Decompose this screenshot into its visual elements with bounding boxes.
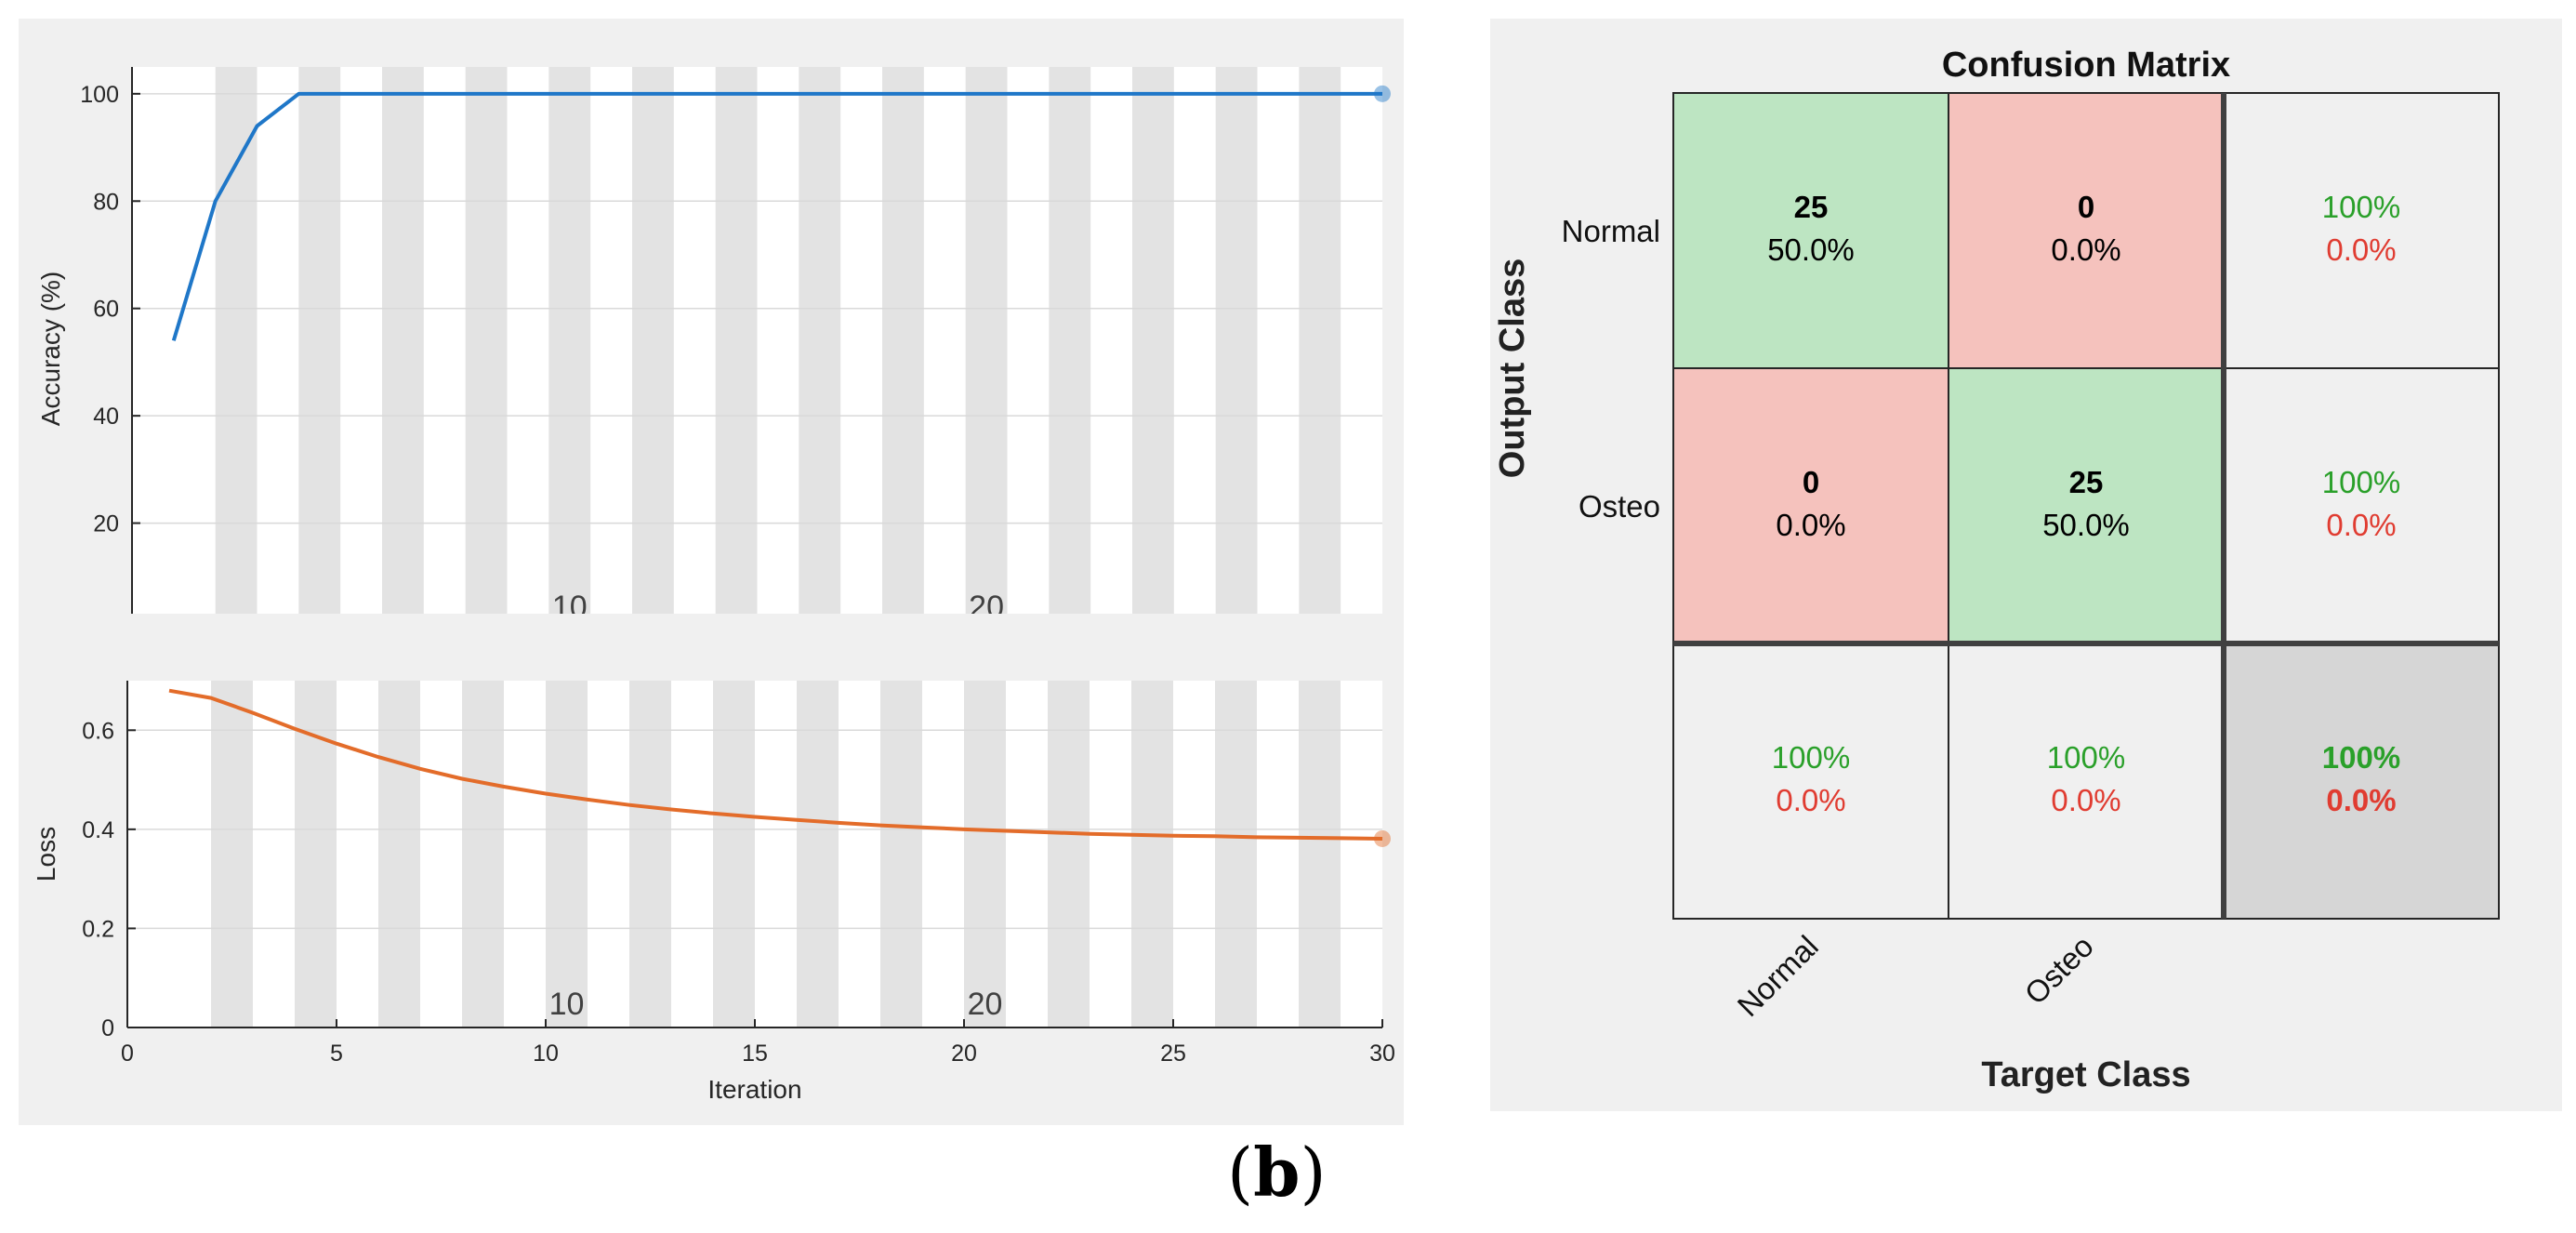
cm-summary-correct: 100% (2322, 465, 2400, 499)
accuracy-iteration-stripe (1299, 67, 1341, 614)
cm-summary-wrong: 0.0% (2326, 508, 2396, 542)
confusion-matrix-chart: Confusion Matrix 25 50.0% 0 0.0% 100% 0.0% 0 0.0… (1493, 46, 2500, 1094)
cm-y-axis-label: Output Class (1493, 259, 1532, 478)
cm-cell-percent: 0.0% (1776, 508, 1845, 542)
accuracy-iteration-stripe (298, 67, 341, 614)
loss-x-tick-label: 5 (330, 1041, 343, 1067)
cm-summary-correct: 100% (2322, 190, 2400, 224)
loss-x-tick-label: 25 (1160, 1041, 1186, 1067)
cm-column-label: Osteo (2018, 929, 2100, 1011)
loss-iteration-stripe (880, 681, 922, 1028)
cm-row-label: Osteo (1579, 489, 1660, 524)
cm-cell (1948, 643, 2225, 920)
training-progress-panel: 0 5 10 15 20 25 30 0 20 40 60 80 100 10 20 Iteration Acc… (19, 19, 1404, 1125)
accuracy-y-tick-label: 40 (93, 404, 119, 430)
loss-final-point (1374, 829, 1391, 847)
cm-cell-percent: 50.0% (2042, 508, 2130, 542)
loss-series-line (168, 688, 1383, 841)
cm-x-axis-label: Target Class (1981, 1055, 2190, 1094)
loss-epoch-label: 20 (968, 987, 1003, 1022)
accuracy-iteration-stripe (715, 67, 758, 614)
accuracy-y-tick-label: 80 (93, 189, 119, 215)
cm-cell (1948, 92, 2225, 369)
cm-cell-percent: 50.0% (1767, 232, 1855, 267)
cm-title: Confusion Matrix (1942, 46, 2230, 85)
figure-sublabel: (b) (1227, 1133, 1327, 1212)
loss-iteration-stripe (1048, 681, 1090, 1028)
cm-cell (1672, 92, 1949, 369)
loss-x-tick-label: 0 (121, 1041, 134, 1067)
accuracy-iteration-stripe (548, 67, 591, 614)
accuracy-y-tick-label: 60 (93, 297, 119, 323)
loss-iteration-stripe (1131, 681, 1173, 1028)
accuracy-iteration-stripe (1132, 67, 1174, 614)
accuracy-iteration-stripe (1215, 67, 1258, 614)
cm-summary-wrong: 0.0% (1776, 783, 1845, 817)
loss-y-tick-label: 0 (101, 1015, 114, 1041)
confusion-matrix-panel: Confusion Matrix 25 50.0% 0 0.0% 100% 0.0% 0 0.0… (1490, 19, 2562, 1111)
loss-iteration-stripe (713, 681, 755, 1028)
loss-iteration-stripe (1215, 681, 1257, 1028)
loss-iteration-stripe (462, 681, 504, 1028)
cm-cell-count: 0 (2078, 190, 2094, 224)
cm-cell-count: 25 (2069, 465, 2104, 499)
loss-iteration-stripe (1299, 681, 1341, 1028)
accuracy-y-tick-label: 100 (80, 82, 119, 108)
loss-iteration-stripe (964, 681, 1006, 1028)
loss-x-axis-label: Iteration (707, 1075, 801, 1104)
loss-iteration-stripe (378, 681, 420, 1028)
loss-iteration-stripe (629, 681, 671, 1028)
cm-summary-wrong: 0.0% (2326, 232, 2396, 267)
cm-summary-correct: 100% (1772, 740, 1850, 775)
loss-x-tick-label: 20 (951, 1041, 977, 1067)
loss-epoch-label: 10 (549, 987, 585, 1022)
loss-iteration-stripe (295, 681, 337, 1028)
accuracy-iteration-stripe (1049, 67, 1091, 614)
cm-summary-wrong: 0.0% (2326, 783, 2396, 817)
cm-summary-correct: 100% (2322, 740, 2400, 775)
cm-summary-wrong: 0.0% (2051, 783, 2120, 817)
loss-y-tick-label: 0.6 (82, 718, 114, 744)
accuracy-y-tick-label: 20 (93, 511, 119, 537)
loss-y-axis-label: Loss (32, 827, 60, 882)
accuracy-iteration-stripe (215, 67, 258, 614)
loss-chart: 0 5 10 15 20 25 30 0 0.2 0.4 0.6 10 20 Iteration Loss (32, 681, 1395, 1104)
loss-x-tick-label: 10 (533, 1041, 559, 1067)
loss-x-tick-label: 15 (742, 1041, 768, 1067)
cm-cell-count: 0 (1803, 465, 1819, 499)
cm-cell (1948, 367, 2225, 644)
accuracy-final-point (1374, 85, 1391, 102)
loss-iteration-stripe (797, 681, 839, 1028)
cm-summary-correct: 100% (2047, 740, 2125, 775)
loss-y-tick-label: 0.4 (82, 817, 114, 843)
loss-y-tick-label: 0.2 (82, 916, 114, 942)
cm-cell (2223, 92, 2500, 369)
cm-cell (1672, 367, 1949, 644)
accuracy-chart: 0510152025300204060801001020IterationAcc… (36, 67, 1391, 614)
cm-row-label: Normal (1562, 214, 1660, 248)
accuracy-iteration-stripe (382, 67, 424, 614)
accuracy-y-axis-label: Accuracy (%) (36, 272, 65, 426)
cm-cell (1672, 643, 1949, 920)
accuracy-iteration-stripe (465, 67, 508, 614)
accuracy-series-line (171, 91, 1382, 341)
loss-iteration-stripe (546, 681, 588, 1028)
loss-iteration-stripe (211, 681, 253, 1028)
accuracy-epoch-label: 20 (969, 590, 1004, 614)
loss-x-tick-label: 30 (1369, 1041, 1395, 1067)
cm-cell (2223, 643, 2500, 920)
accuracy-iteration-stripe (965, 67, 1008, 614)
accuracy-iteration-stripe (799, 67, 841, 614)
accuracy-epoch-label: 10 (552, 590, 588, 614)
cm-column-label: Normal (1731, 929, 1825, 1023)
accuracy-iteration-stripe (882, 67, 924, 614)
cm-cell (2223, 367, 2500, 644)
accuracy-iteration-stripe (632, 67, 674, 614)
cm-cell-percent: 0.0% (2051, 232, 2120, 267)
cm-cell-count: 25 (1794, 190, 1829, 224)
